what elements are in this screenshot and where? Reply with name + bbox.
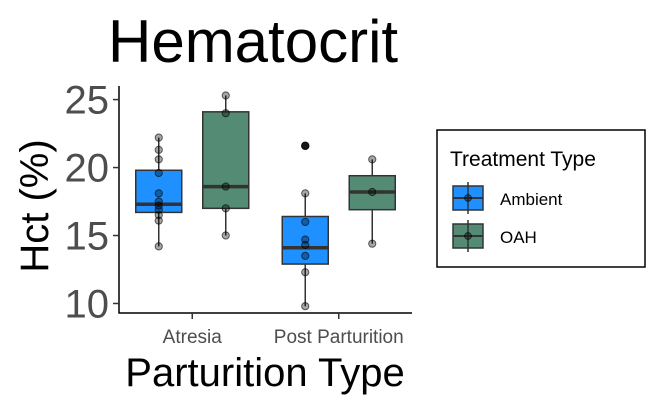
data-point: [368, 239, 377, 248]
legend: Treatment Type Ambient OAH: [436, 129, 646, 268]
data-point: [301, 240, 310, 250]
data-point: [154, 133, 163, 142]
legend-label: OAH: [500, 228, 537, 247]
box-group: [348, 155, 396, 248]
outlier-point: [301, 141, 310, 151]
data-point: [368, 155, 377, 164]
data-point: [221, 182, 230, 191]
data-point: [154, 155, 163, 164]
plot-area: 10 15 20 25 Atresia Post Parturition: [65, 79, 412, 348]
y-tick-label: 20: [65, 147, 110, 191]
box-group: [135, 133, 183, 251]
legend-title: Treatment Type: [450, 148, 596, 171]
data-point: [154, 189, 163, 198]
x-tick-label: Post Parturition: [274, 327, 404, 348]
data-point: [154, 216, 163, 225]
data-point: [221, 231, 230, 240]
x-tick-label: Atresia: [163, 327, 223, 348]
data-point: [301, 217, 310, 227]
data-point: [154, 242, 163, 251]
box-group: [281, 141, 329, 311]
box: [202, 111, 250, 210]
data-point: [301, 302, 310, 311]
legend-key-point: [464, 232, 472, 240]
y-tick-label: 15: [65, 215, 110, 259]
data-point: [221, 204, 230, 213]
data-point: [154, 145, 163, 154]
data-point: [301, 251, 310, 261]
data-point: [301, 268, 310, 277]
legend-items: Ambient OAH: [452, 182, 563, 252]
legend-entry: OAH: [452, 220, 537, 252]
box: [281, 215, 329, 265]
y-tick-label: 10: [65, 282, 110, 326]
data-point: [154, 168, 163, 178]
y-axis-label: Hct (%): [13, 139, 57, 272]
box-group: [202, 91, 250, 240]
data-point: [301, 189, 310, 198]
legend-key-point: [464, 194, 472, 202]
data-point: [368, 187, 377, 197]
chart-title: Hematocrit: [108, 8, 398, 75]
data-point: [301, 141, 310, 150]
legend-entry: Ambient: [452, 182, 563, 214]
data-point: [221, 91, 230, 100]
y-tick-label: 25: [65, 79, 110, 123]
data-point: [221, 109, 230, 118]
x-axis-label: Parturition Type: [125, 351, 404, 395]
legend-label: Ambient: [500, 190, 563, 209]
